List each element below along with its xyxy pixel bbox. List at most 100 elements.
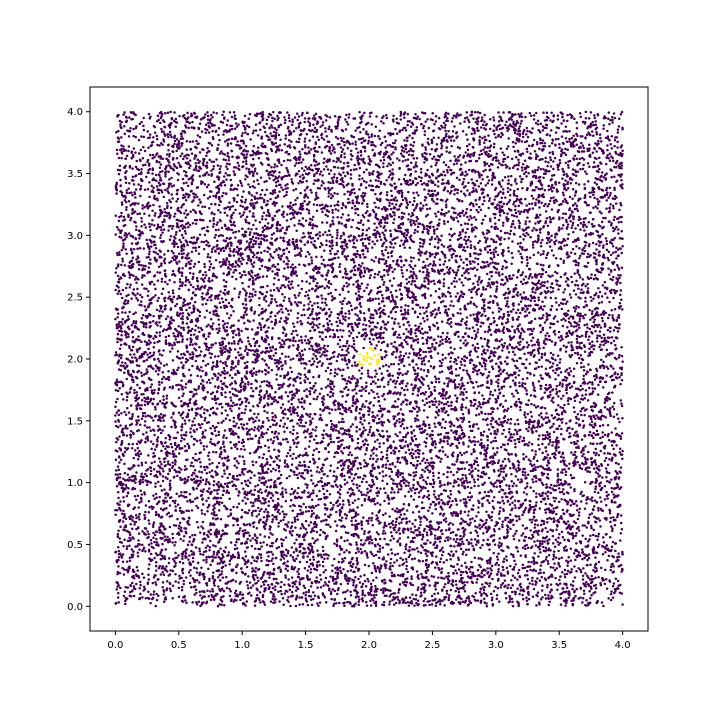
data-point (445, 150, 448, 153)
data-point (563, 568, 567, 572)
data-point (431, 118, 434, 122)
data-point (324, 297, 327, 301)
data-point (286, 145, 289, 148)
data-point (240, 329, 243, 333)
data-point (396, 475, 400, 479)
data-point (309, 164, 313, 167)
data-point (437, 476, 440, 480)
data-point (349, 173, 353, 176)
data-point (571, 204, 575, 207)
data-point (608, 580, 612, 583)
data-point (331, 569, 334, 573)
data-point (205, 151, 209, 155)
data-point (554, 279, 558, 282)
data-point (609, 565, 613, 569)
data-point (372, 404, 375, 407)
data-point (594, 587, 598, 590)
data-point (586, 382, 589, 385)
data-point (608, 194, 612, 197)
data-point (528, 362, 532, 366)
data-point (440, 234, 443, 238)
data-point (423, 280, 426, 283)
data-point (225, 123, 229, 127)
data-point (144, 472, 147, 476)
data-point (142, 124, 145, 128)
data-point (154, 294, 157, 297)
data-point (587, 338, 590, 341)
data-point (148, 225, 152, 228)
data-point (207, 348, 210, 352)
data-point (309, 595, 313, 598)
data-point (273, 298, 277, 301)
data-point (204, 131, 208, 134)
data-point (483, 164, 487, 167)
data-point (611, 314, 614, 317)
data-point (201, 273, 205, 277)
data-point (448, 380, 451, 383)
data-point (220, 457, 224, 460)
data-point (460, 453, 463, 457)
data-point (463, 238, 466, 241)
data-point (214, 434, 218, 437)
data-point (248, 233, 252, 237)
data-point (588, 466, 591, 469)
data-point (605, 490, 608, 494)
data-point (456, 385, 460, 389)
data-point (519, 241, 522, 245)
data-point (216, 221, 219, 224)
data-point (316, 150, 319, 153)
data-point (519, 340, 522, 343)
data-point (177, 452, 181, 455)
data-point (406, 293, 409, 297)
data-point (329, 513, 332, 516)
data-point (408, 246, 412, 250)
data-point (294, 526, 297, 529)
data-point (527, 560, 530, 564)
data-point (497, 218, 501, 222)
data-point (542, 252, 545, 256)
data-point (501, 151, 504, 154)
data-point (574, 181, 578, 185)
data-point (436, 592, 440, 595)
data-point (593, 274, 597, 277)
data-point (488, 277, 491, 281)
data-point (498, 214, 502, 217)
data-point (526, 577, 530, 581)
data-point (287, 578, 290, 581)
data-point (291, 509, 294, 513)
data-point (128, 276, 131, 279)
data-point (534, 201, 537, 205)
data-point (575, 279, 578, 283)
data-point (418, 427, 422, 431)
data-point (474, 257, 477, 260)
data-point (562, 483, 566, 486)
data-point (553, 562, 556, 565)
data-point (197, 457, 201, 461)
data-point (430, 235, 434, 239)
data-point (490, 564, 494, 568)
data-point (558, 532, 561, 536)
data-point (289, 454, 292, 457)
data-point (574, 263, 578, 267)
data-point (580, 467, 584, 471)
data-point (365, 381, 368, 384)
data-point (501, 520, 505, 523)
data-point (407, 212, 411, 216)
data-point (438, 311, 442, 315)
data-point (614, 577, 618, 581)
data-point (134, 294, 137, 297)
data-point (511, 604, 515, 608)
data-point (360, 282, 364, 285)
data-point (206, 506, 209, 509)
data-point (329, 575, 332, 578)
data-point (169, 442, 173, 446)
data-point (612, 251, 615, 255)
data-point (258, 436, 261, 440)
data-point (393, 322, 396, 325)
data-point (389, 291, 393, 294)
data-point (618, 208, 621, 212)
data-point (195, 571, 199, 574)
data-point (193, 347, 196, 350)
data-point (598, 334, 602, 338)
data-point (592, 569, 595, 572)
